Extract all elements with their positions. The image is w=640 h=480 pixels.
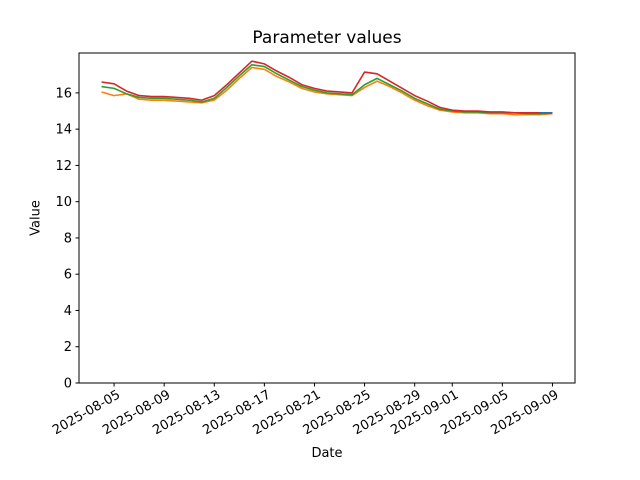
y-tick-label: 0 (64, 377, 72, 392)
plot-frame (78, 52, 576, 384)
y-tick-label: 2 (64, 340, 72, 355)
y-tick-label: 6 (64, 268, 72, 283)
series-orange-line (101, 66, 553, 116)
series-green-line (101, 63, 553, 115)
y-tick-label: 12 (55, 159, 72, 174)
x-axis-label: Date (311, 446, 343, 461)
chart-title: Parameter values (252, 28, 402, 48)
y-tick-label: 14 (55, 123, 72, 138)
series-red-line (101, 60, 553, 114)
y-tick-label: 16 (55, 86, 72, 101)
y-axis-label: Value (28, 200, 44, 236)
y-tick-label: 4 (64, 304, 72, 319)
y-tick-label: 8 (64, 231, 72, 246)
y-tick-label: 10 (55, 195, 72, 210)
